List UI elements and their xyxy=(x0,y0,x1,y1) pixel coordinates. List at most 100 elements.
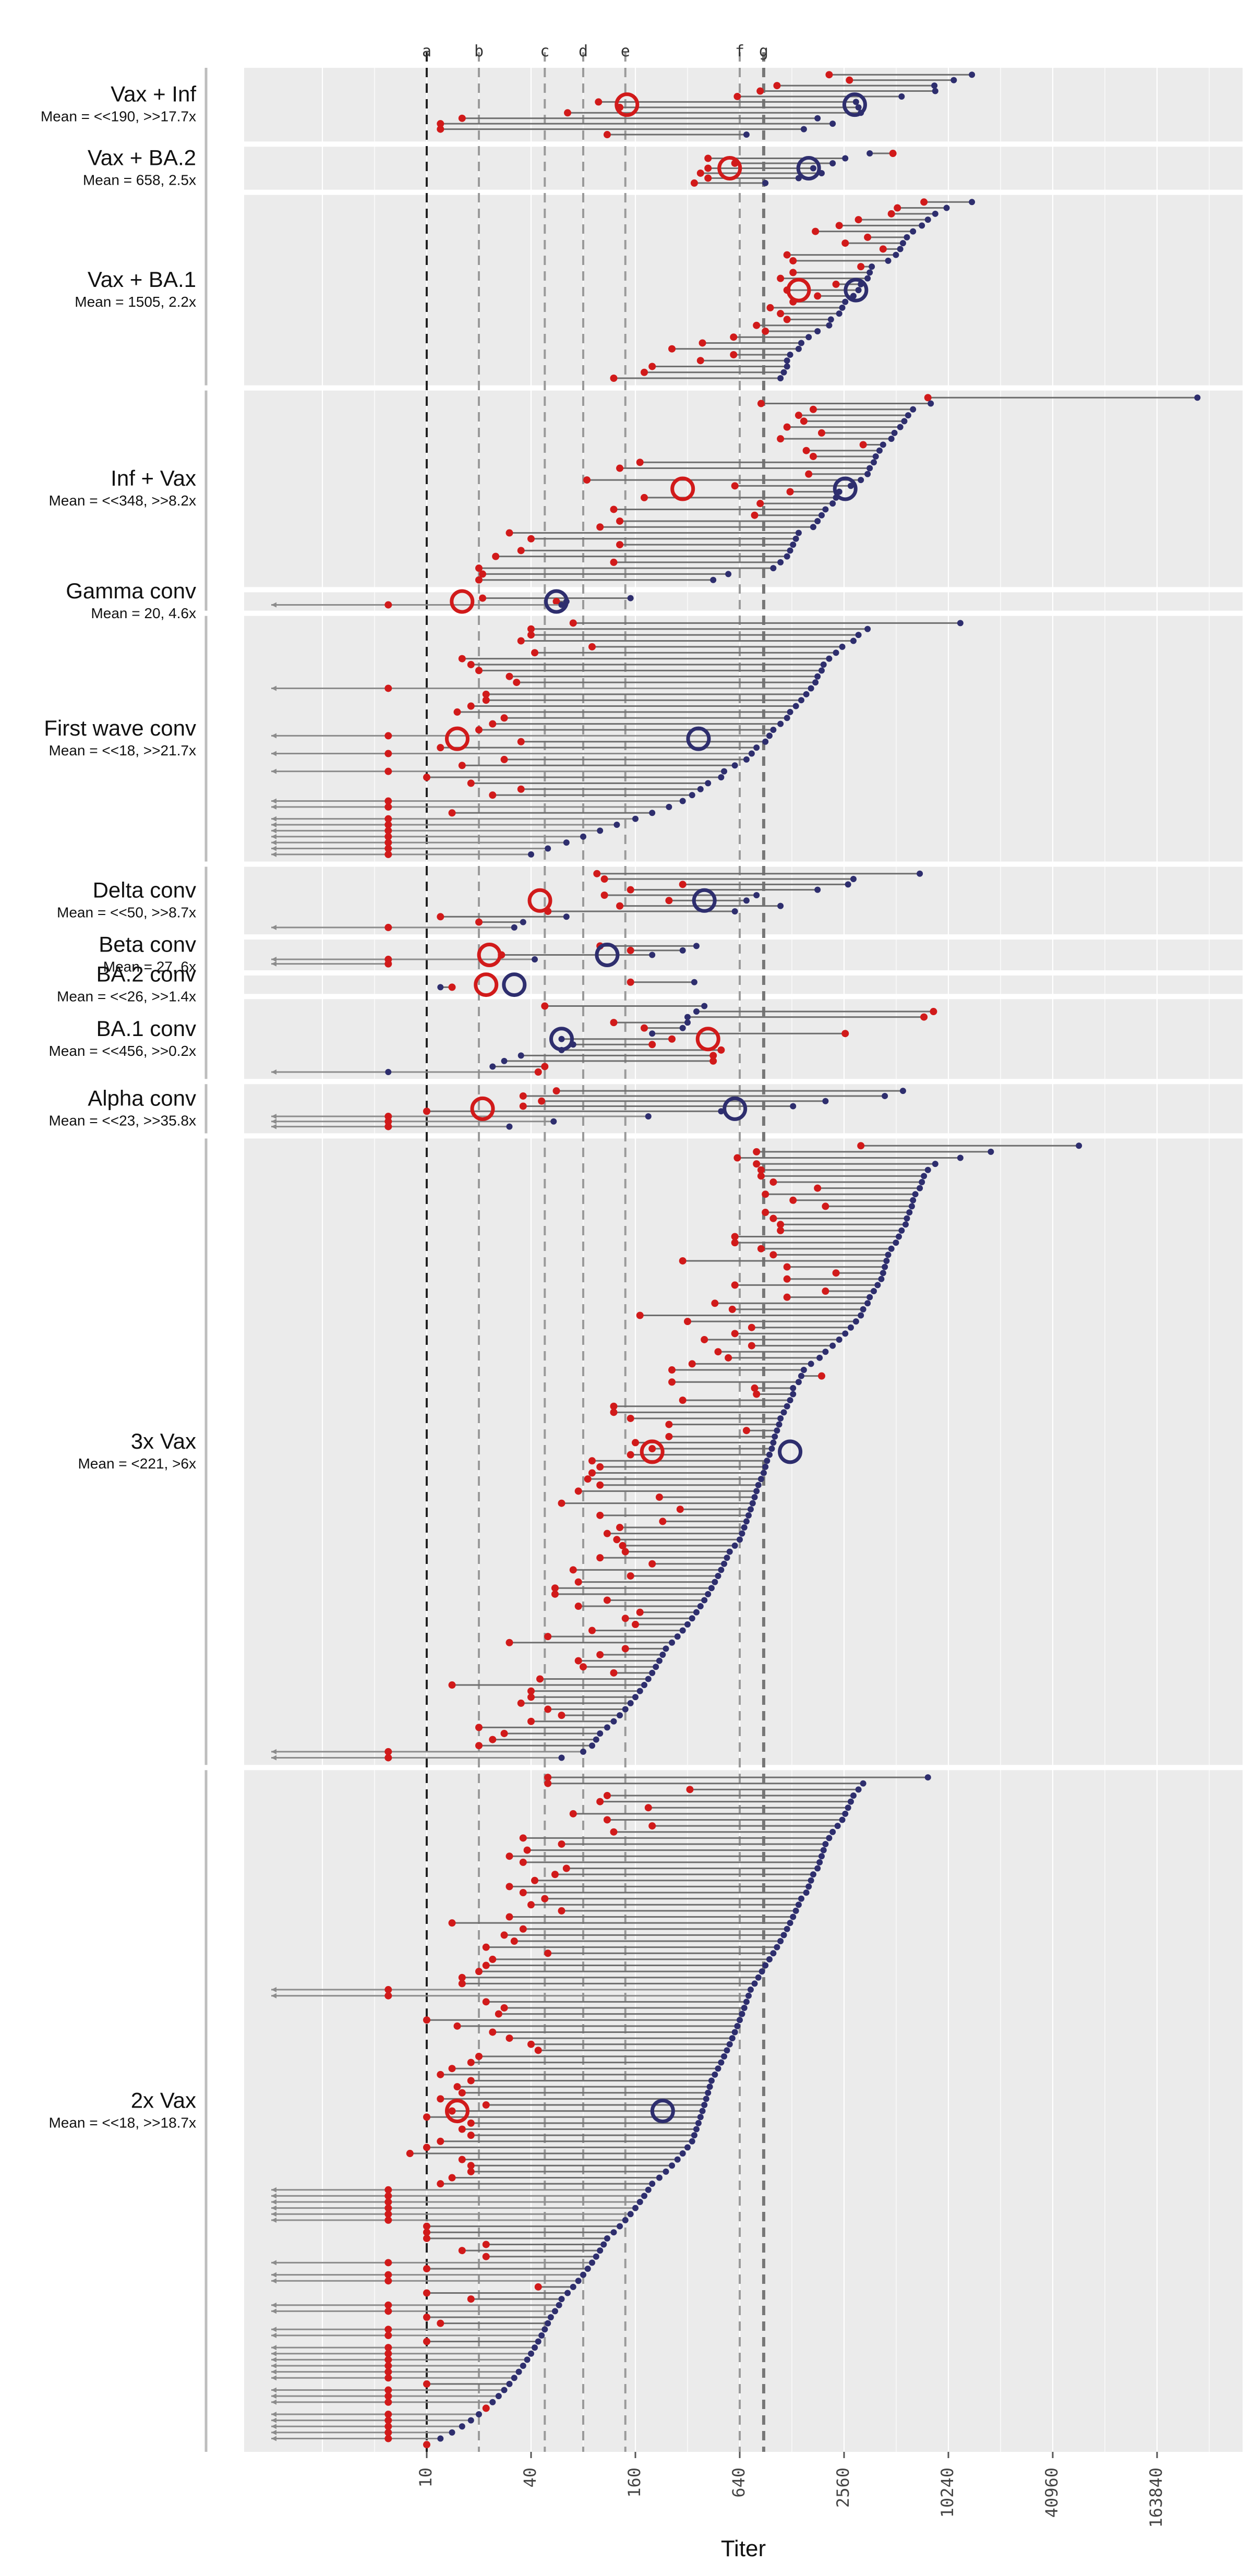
post-point xyxy=(766,1451,773,1458)
censor-arrowhead xyxy=(271,2199,276,2205)
pre-point xyxy=(794,412,802,419)
post-point xyxy=(520,2363,526,2369)
post-point xyxy=(649,952,656,958)
censor-arrowhead xyxy=(271,2369,276,2375)
post-point xyxy=(632,1694,639,1701)
post-point xyxy=(649,1030,656,1037)
censor-arrowhead xyxy=(271,1755,276,1761)
post-point xyxy=(597,1730,604,1737)
post-point xyxy=(547,2314,554,2320)
post-point xyxy=(743,897,750,904)
post-point xyxy=(839,643,846,650)
pre-point xyxy=(482,2101,490,2109)
reference-label-g: g xyxy=(759,42,768,61)
pre-point xyxy=(632,1439,639,1447)
post-point xyxy=(839,304,846,311)
pre-point xyxy=(384,2301,392,2309)
post-point xyxy=(731,762,738,769)
pre-point xyxy=(527,1687,535,1695)
post-point xyxy=(556,2302,562,2308)
post-point xyxy=(852,99,859,105)
post-point xyxy=(697,786,704,792)
post-point xyxy=(691,979,697,985)
pre-point xyxy=(789,257,797,264)
post-point xyxy=(924,216,931,223)
post-point xyxy=(814,673,821,680)
pre-point xyxy=(519,1925,527,1933)
post-point xyxy=(902,1221,909,1228)
pre-point xyxy=(458,2156,466,2163)
pre-point xyxy=(665,1433,673,1440)
group-name-label: Gamma conv xyxy=(66,579,196,603)
post-point xyxy=(772,1433,778,1440)
post-point xyxy=(829,500,836,507)
mean-post-marker xyxy=(502,972,527,997)
pre-point xyxy=(552,598,560,606)
pre-point xyxy=(665,1421,673,1428)
pre-point xyxy=(423,2289,430,2297)
pre-point xyxy=(574,1603,582,1610)
post-point xyxy=(679,1025,686,1031)
pre-point xyxy=(731,1233,739,1241)
post-point xyxy=(921,1173,928,1179)
post-point xyxy=(632,2205,639,2211)
pre-point xyxy=(448,2174,456,2182)
post-point xyxy=(762,1463,769,1470)
pre-point xyxy=(423,2144,430,2151)
pre-point xyxy=(423,2338,430,2345)
post-point xyxy=(787,547,793,554)
post-point xyxy=(790,1103,797,1110)
post-point xyxy=(792,703,799,709)
censor-arrowhead xyxy=(271,1993,276,1999)
pre-point xyxy=(519,1858,527,1866)
post-point xyxy=(649,810,656,816)
post-point xyxy=(656,1657,663,1664)
pre-point xyxy=(814,292,822,300)
post-point xyxy=(829,1828,836,1835)
pre-point xyxy=(569,1810,577,1817)
post-point xyxy=(741,1524,748,1531)
pre-point xyxy=(467,779,475,787)
post-point xyxy=(705,780,712,787)
post-point xyxy=(901,418,908,425)
post-point xyxy=(743,756,750,763)
pre-point xyxy=(699,339,706,347)
post-point xyxy=(684,2144,691,2151)
censor-arrowhead xyxy=(271,2327,276,2332)
group-name-label: BA.1 conv xyxy=(97,1016,196,1041)
post-point xyxy=(895,1233,902,1240)
group-mean-label: Mean = 1505, 2.2x xyxy=(75,294,196,310)
post-point xyxy=(826,322,833,329)
post-point xyxy=(731,908,738,914)
pre-point xyxy=(777,274,785,282)
pre-point xyxy=(709,1057,717,1065)
pre-point xyxy=(742,1427,750,1435)
pre-point xyxy=(857,263,865,271)
mean-pre-marker xyxy=(640,1439,665,1464)
pre-point xyxy=(482,1961,490,1969)
post-point xyxy=(866,269,873,276)
pre-point xyxy=(489,1955,497,1963)
post-point xyxy=(988,1148,994,1155)
pre-point xyxy=(731,1281,739,1289)
group-mean-label: Mean = <<348, >>8.2x xyxy=(49,492,196,509)
pre-point xyxy=(384,2186,392,2194)
post-point xyxy=(597,2247,604,2254)
x-tick-label: 640 xyxy=(729,2467,749,2498)
post-point xyxy=(847,1324,854,1331)
post-point xyxy=(829,1342,836,1349)
post-point xyxy=(798,1895,804,1902)
post-point xyxy=(784,357,790,364)
pre-point xyxy=(519,1092,527,1100)
post-point xyxy=(691,2132,697,2139)
post-point xyxy=(663,1645,669,1652)
pre-point xyxy=(510,1937,518,1945)
post-point xyxy=(777,559,784,565)
pre-point xyxy=(756,500,764,508)
pre-point xyxy=(384,2368,392,2376)
post-point xyxy=(762,179,769,186)
post-point xyxy=(780,369,787,376)
group-mean-label: Mean = <<26, >>1.4x xyxy=(57,989,196,1005)
post-point xyxy=(610,1718,617,1725)
post-point xyxy=(724,1555,730,1561)
